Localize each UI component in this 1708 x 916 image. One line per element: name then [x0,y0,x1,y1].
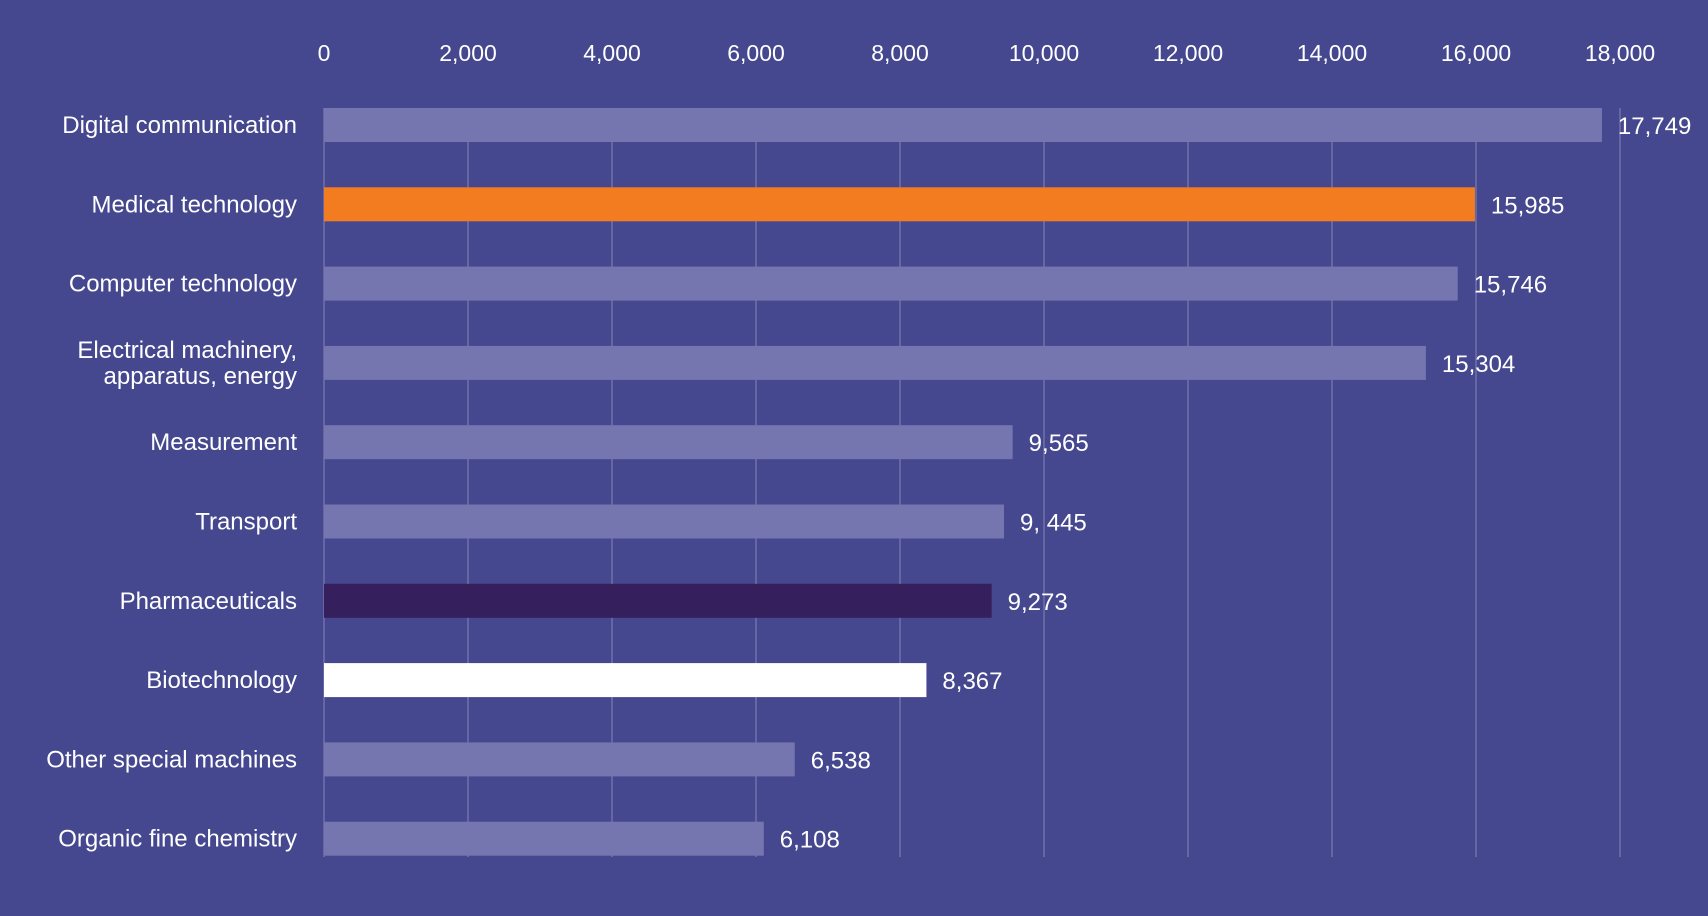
x-tick-label: 4,000 [583,40,641,66]
bar [324,821,764,856]
x-tick-label: 8,000 [871,40,929,66]
bar [324,504,1005,539]
data-label: 6,538 [811,747,871,774]
category-label: Medical technology [92,191,297,218]
category-label: Biotechnology [146,667,297,694]
x-tick-label: 14,000 [1297,40,1367,66]
x-tick-label: 6,000 [727,40,785,66]
data-label: 8,367 [942,668,1002,695]
bar [324,108,1602,142]
data-label: 17,749 [1618,113,1691,140]
bar [324,345,1426,380]
bar [324,266,1458,301]
category-label: Digital communication [62,112,297,139]
x-axis-ticks: 0 2,000 4,000 6,000 8,000 10,000 12,000 14,000 1… [318,40,1656,66]
category-label: apparatus, energy [104,363,297,390]
x-tick-label: 10,000 [1009,40,1079,66]
category-labels: Digital communication Medical technology C… [46,112,297,853]
x-tick-label: 18,000 [1585,40,1655,66]
x-tick-label: 16,000 [1441,40,1511,66]
bar [324,583,992,618]
data-label: 6,108 [780,827,840,854]
bar [324,425,1013,460]
bars-layer [324,108,1602,856]
category-label: Electrical machinery, [77,337,297,364]
data-label: 9,273 [1008,589,1068,616]
data-label: 9,565 [1029,430,1089,457]
x-tick-label: 0 [318,40,331,66]
category-label: Pharmaceuticals [120,588,297,615]
category-label: Computer technology [69,271,297,298]
category-label: Transport [195,509,297,536]
data-label: 15,304 [1442,351,1515,378]
category-label: Organic fine chemistry [58,826,297,853]
data-label: 15,985 [1491,192,1564,219]
data-label: 15,746 [1474,272,1547,299]
value-labels: 17,749 15,985 15,746 15,304 9,565 9, 445 9,273… [780,113,1692,854]
bar [324,187,1475,222]
grid-layer [323,108,1621,857]
x-tick-label: 12,000 [1153,40,1223,66]
category-label: Other special machines [46,746,297,773]
x-tick-label: 2,000 [439,40,497,66]
bar [324,663,927,698]
category-label: Measurement [150,429,297,456]
bar [324,742,795,777]
data-label: 9, 445 [1020,510,1087,537]
